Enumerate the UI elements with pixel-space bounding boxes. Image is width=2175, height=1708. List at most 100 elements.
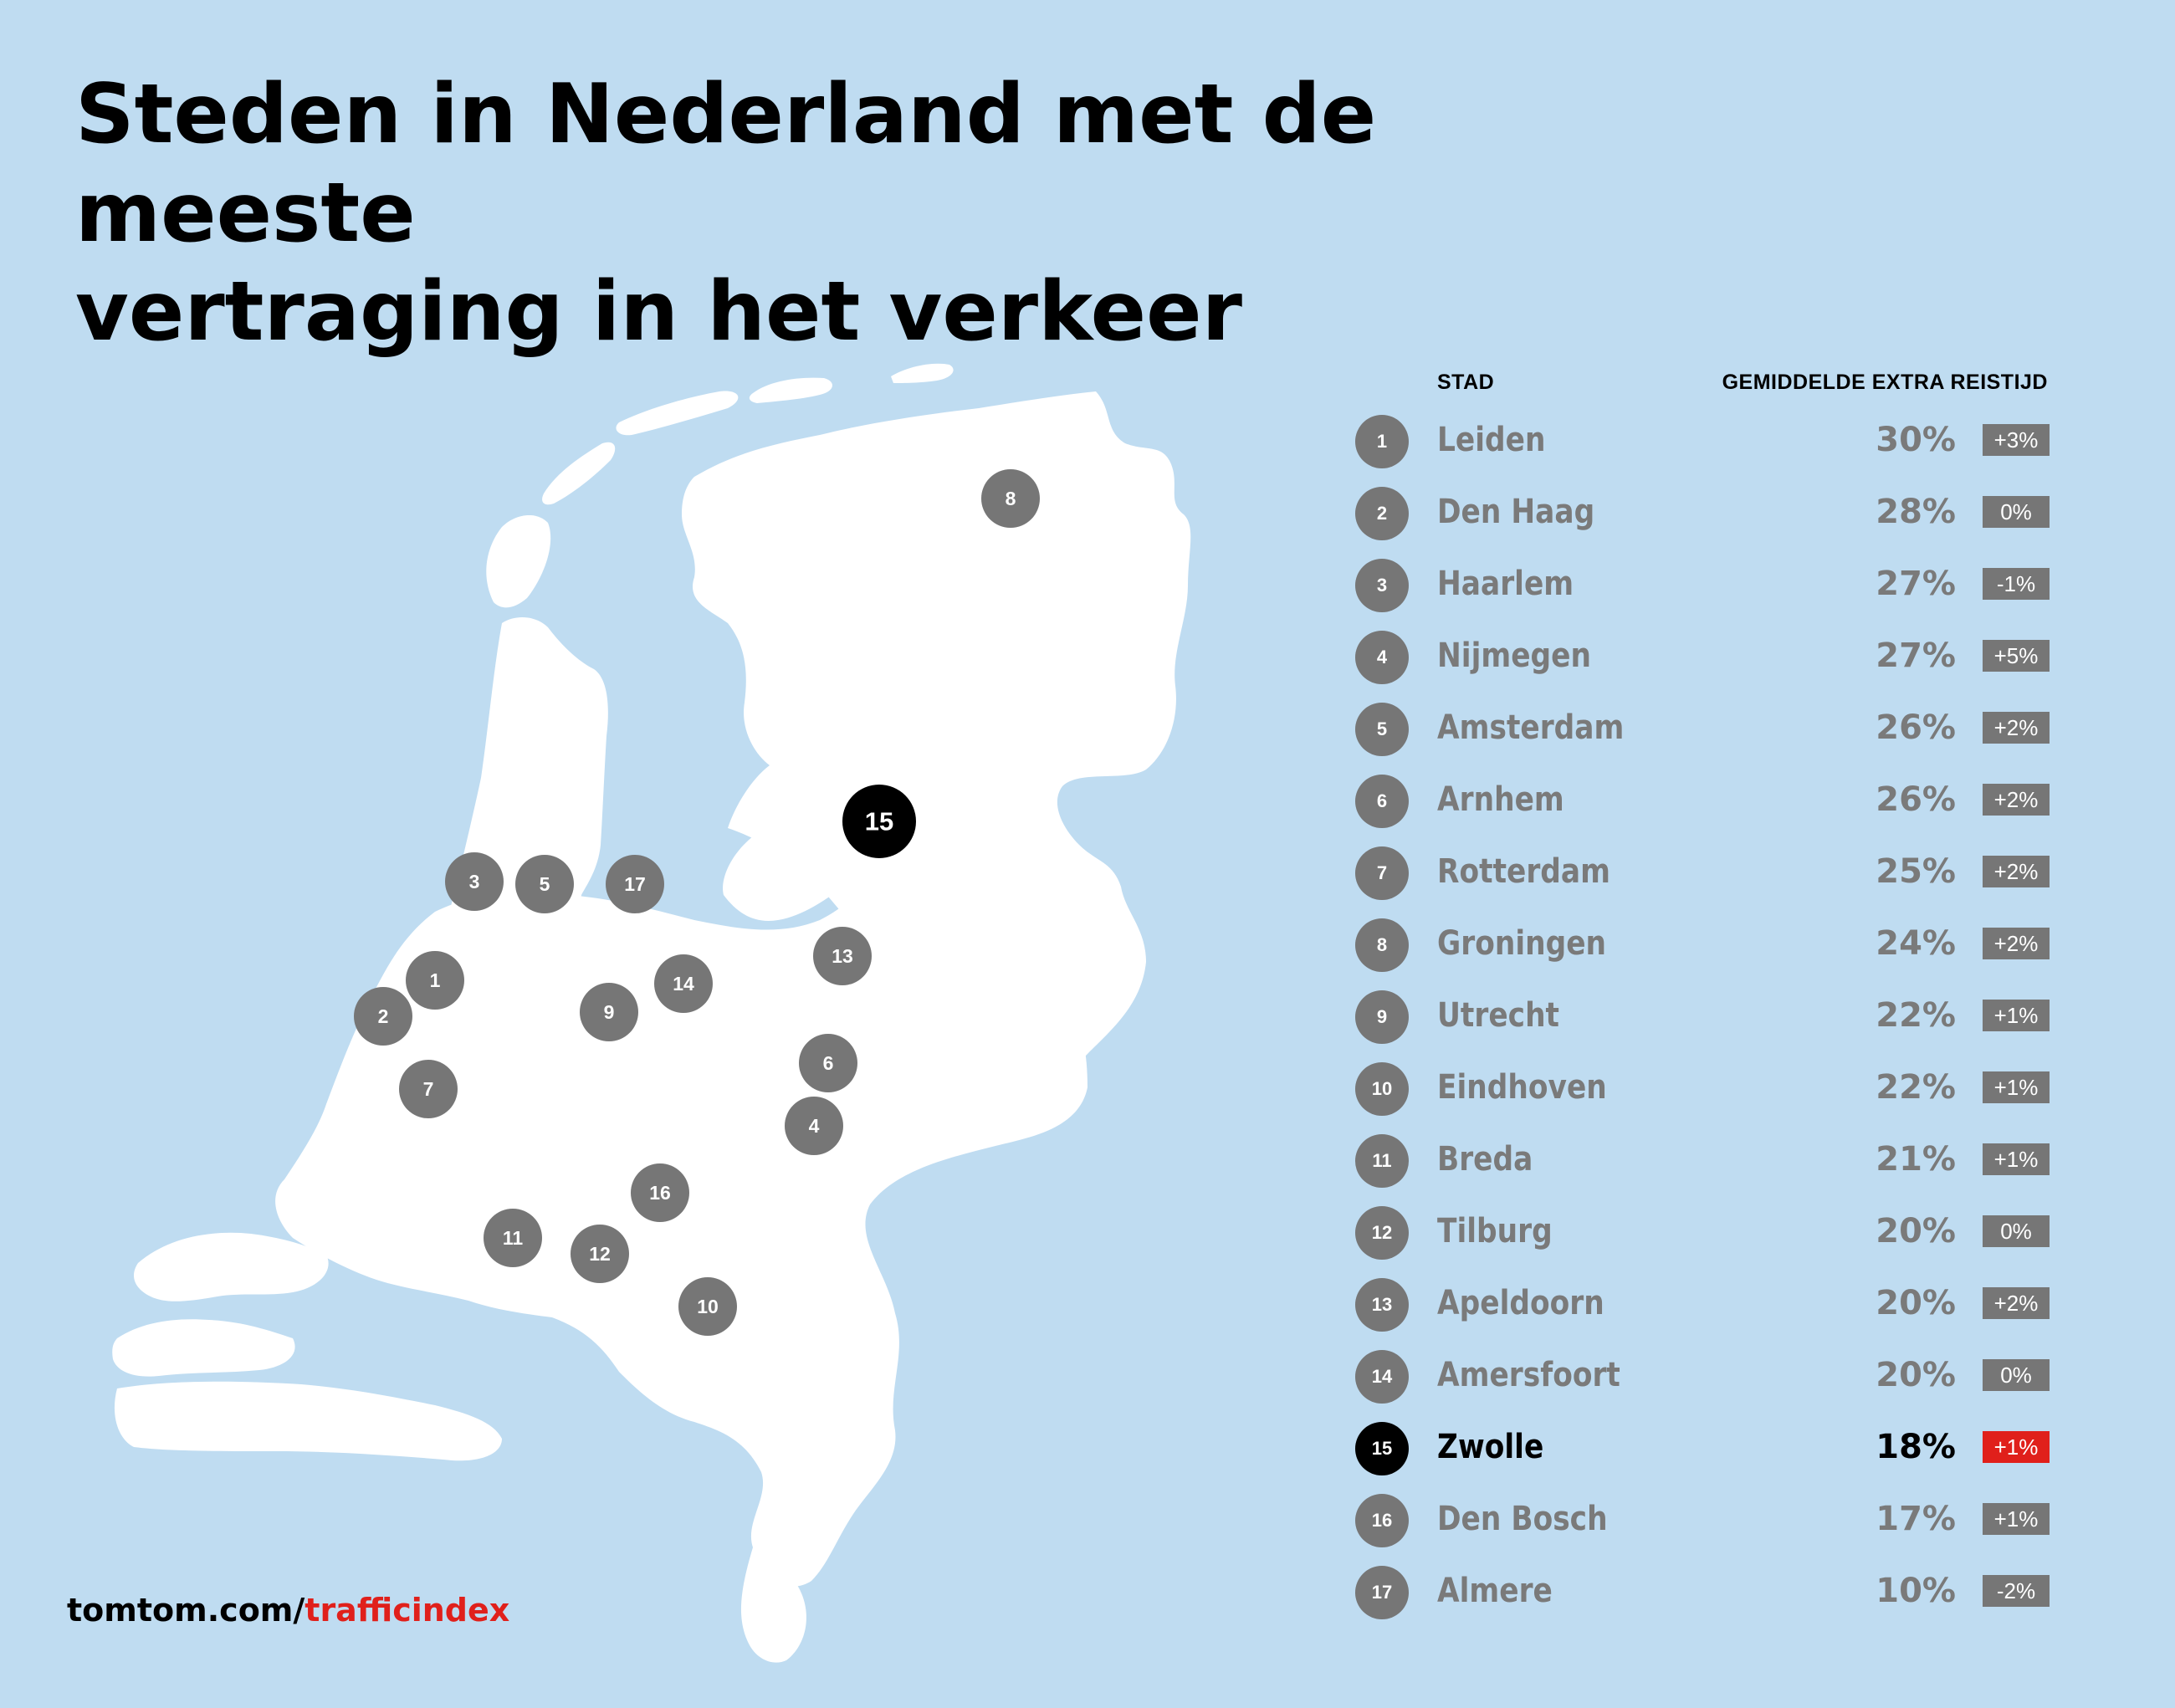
change-badge: +5%: [1983, 640, 2050, 672]
region-zeeland-south: [114, 1381, 502, 1461]
change-badge: 0%: [1983, 1215, 2050, 1247]
city-name: Den Haag: [1437, 493, 1595, 531]
marker-label: 3: [469, 871, 480, 892]
marker-label: 6: [823, 1052, 834, 1074]
change-badge: +2%: [1983, 856, 2050, 887]
delay-percentage: 22%: [1876, 996, 1956, 1035]
marker-circle: [484, 1209, 542, 1267]
table-row: 3 Haarlem 27% -1%: [1355, 554, 2050, 626]
map-marker-breda: 11: [484, 1209, 542, 1267]
map-marker-utrecht: 9: [580, 983, 638, 1041]
delay-percentage: 17%: [1876, 1500, 1956, 1538]
marker-circle: [785, 1097, 843, 1155]
delay-percentage: 22%: [1876, 1068, 1956, 1107]
city-name: Den Bosch: [1437, 1500, 1608, 1538]
city-name: Tilburg: [1437, 1212, 1553, 1250]
marker-circle: [678, 1277, 737, 1336]
region-zeeland-north: [134, 1232, 329, 1301]
map-marker-haarlem: 3: [445, 852, 504, 911]
title-line-1: Steden in Nederland met de meeste: [75, 67, 1377, 261]
rank-badge: 3: [1355, 559, 1409, 612]
delay-percentage: 27%: [1876, 637, 1956, 675]
marker-label: 11: [503, 1227, 524, 1249]
marker-label: 14: [673, 973, 694, 995]
table-row: 5 Amsterdam 26% +2%: [1355, 698, 2050, 770]
change-badge: +1%: [1983, 1000, 2050, 1031]
footer-domain: tomtom.com/: [67, 1592, 305, 1629]
delay-percentage: 26%: [1876, 708, 1956, 747]
city-name: Nijmegen: [1437, 637, 1591, 675]
table-row: 16 Den Bosch 17% +1%: [1355, 1489, 2050, 1561]
marker-circle: [654, 954, 713, 1013]
change-badge: -2%: [1983, 1575, 2050, 1607]
rank-badge: 10: [1355, 1062, 1409, 1116]
marker-circle: [981, 469, 1040, 528]
marker-label: 17: [624, 873, 646, 895]
marker-label: 9: [604, 1001, 615, 1023]
map-marker-rotterdam: 7: [399, 1060, 458, 1118]
rank-badge: 6: [1355, 775, 1409, 828]
marker-label: 12: [589, 1243, 611, 1265]
map-marker-tilburg: 12: [571, 1225, 629, 1283]
delay-percentage: 20%: [1876, 1356, 1956, 1394]
city-name: Amersfoort: [1437, 1356, 1620, 1394]
rank-badge: 17: [1355, 1566, 1409, 1619]
table-row: 14 Amersfoort 20% 0%: [1355, 1345, 2050, 1417]
marker-label: 5: [540, 873, 550, 895]
table-row: 12 Tilburg 20% 0%: [1355, 1201, 2050, 1273]
ranking-table: 1 Leiden 30% +3% 2 Den Haag 28% 0% 3 Haarlem 27% -1…: [1355, 410, 2050, 1633]
delay-percentage: 28%: [1876, 493, 1956, 531]
change-badge: +1%: [1983, 1503, 2050, 1535]
city-name: Zwolle: [1437, 1428, 1544, 1466]
region-limburg-tail: [740, 1547, 806, 1663]
marker-circle: [571, 1225, 629, 1283]
table-row: 10 Eindhoven 22% +1%: [1355, 1057, 2050, 1129]
map-marker-arnhem: 6: [799, 1034, 857, 1092]
change-badge: -1%: [1983, 568, 2050, 600]
change-badge: +2%: [1983, 1287, 2050, 1319]
city-name: Almere: [1437, 1572, 1553, 1610]
city-name: Leiden: [1437, 421, 1546, 459]
delay-percentage: 10%: [1876, 1572, 1956, 1610]
island-schiermonnikoog: [891, 363, 954, 383]
change-badge: +1%: [1983, 1143, 2050, 1175]
page-title: Steden in Nederland met de meeste vertra…: [75, 65, 1665, 361]
delay-percentage: 27%: [1876, 565, 1956, 603]
marker-label: 8: [1006, 488, 1016, 509]
island-terschelling: [616, 391, 739, 436]
marker-circle: [515, 855, 574, 913]
rank-badge: 15: [1355, 1422, 1409, 1475]
map-marker-zwolle: 15: [842, 785, 916, 858]
region-northeast: [682, 391, 1191, 1104]
title-line-2: vertraging in het verkeer: [75, 264, 1242, 360]
rank-badge: 9: [1355, 990, 1409, 1044]
city-name: Groningen: [1437, 924, 1607, 963]
map-marker-apeldoorn: 13: [813, 927, 872, 985]
island-texel: [486, 514, 551, 608]
marker-circle: [354, 987, 412, 1046]
map-marker-amsterdam: 5: [515, 855, 574, 913]
rank-badge: 16: [1355, 1494, 1409, 1547]
table-row: 1 Leiden 30% +3%: [1355, 410, 2050, 482]
change-badge: +3%: [1983, 424, 2050, 456]
map-land: [112, 363, 1191, 1663]
city-name: Haarlem: [1437, 565, 1574, 603]
map-marker-nijmegen: 4: [785, 1097, 843, 1155]
rank-badge: 7: [1355, 846, 1409, 900]
marker-circle: [813, 927, 872, 985]
change-badge: +2%: [1983, 928, 2050, 959]
island-vlieland: [542, 442, 616, 505]
rank-badge: 14: [1355, 1350, 1409, 1404]
marker-label: 7: [423, 1078, 434, 1100]
city-name: Rotterdam: [1437, 852, 1610, 891]
marker-label: 4: [809, 1115, 820, 1137]
rank-badge: 12: [1355, 1206, 1409, 1260]
table-row: 8 Groningen 24% +2%: [1355, 913, 2050, 985]
footer-link[interactable]: tomtom.com/trafficindex: [67, 1592, 509, 1629]
map-marker-eindhoven: 10: [678, 1277, 737, 1336]
header-city: STAD: [1437, 371, 1495, 394]
rank-badge: 2: [1355, 487, 1409, 540]
city-name: Amsterdam: [1437, 708, 1625, 747]
header-delay: GEMIDDELDE EXTRA REISTIJD: [1722, 371, 2048, 394]
delay-percentage: 21%: [1876, 1140, 1956, 1179]
